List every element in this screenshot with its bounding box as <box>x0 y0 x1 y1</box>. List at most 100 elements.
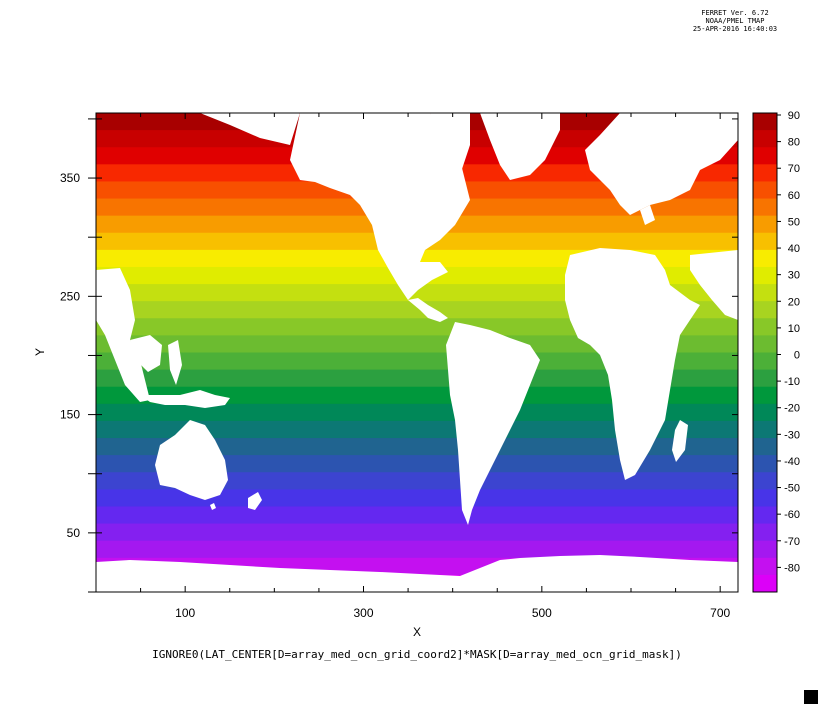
colorbar-frame <box>752 112 778 593</box>
colorbar-swatch <box>753 164 777 182</box>
colorbar-swatch <box>753 113 777 131</box>
latitude-band <box>96 403 738 422</box>
x-tick-label: 100 <box>175 606 195 620</box>
colorbar-swatch <box>753 249 777 268</box>
colorbar-swatch <box>753 284 777 302</box>
colorbar-label: -70 <box>784 536 800 548</box>
land-philippines <box>168 340 182 385</box>
colorbar-label: -80 <box>784 562 800 574</box>
colorbar-label: 40 <box>788 243 800 255</box>
ferret-timestamp: 25-APR-2016 16:40:03 <box>692 25 778 33</box>
ferret-version: FERRET Ver. 6.72 <box>701 9 769 17</box>
latitude-band <box>96 540 738 559</box>
colorbar-swatch <box>753 523 777 542</box>
land-hawaii <box>210 503 216 510</box>
land-africa <box>565 248 700 480</box>
colorbar-label: 80 <box>788 137 800 149</box>
colorbar-swatch <box>753 574 777 593</box>
colorbar-label: 20 <box>788 296 800 308</box>
land-south-america <box>446 322 540 525</box>
land-uk <box>640 205 655 225</box>
colorbar-swatch <box>753 557 777 576</box>
land-siberia-west <box>150 113 300 145</box>
land-arctic-islands <box>430 113 470 195</box>
latitude-band <box>96 386 738 405</box>
colorbar-label: 0 <box>794 350 800 362</box>
land-indonesia <box>140 390 230 408</box>
x-tick-label: 500 <box>532 606 552 620</box>
colorbar-swatch <box>753 506 777 525</box>
x-axis-label: X <box>413 625 421 639</box>
colorbar-swatch <box>753 540 777 559</box>
ferret-header: FERRET Ver. 6.72 NOAA/PMEL TMAP 25-APR-2… <box>670 9 800 33</box>
land-east-asia <box>96 268 150 402</box>
colorbar-swatch <box>753 215 777 234</box>
land-australia <box>155 420 228 500</box>
land-north-eurasia <box>585 113 738 215</box>
land-central-america <box>408 298 448 322</box>
colorbar-label: -60 <box>784 509 800 521</box>
latitude-band <box>96 506 738 525</box>
colorbar-label: -30 <box>784 429 800 441</box>
colorbar-swatch <box>753 386 777 405</box>
land-antarctica <box>96 555 738 592</box>
colorbar-label: 60 <box>788 190 800 202</box>
colorbar-label: -20 <box>784 403 800 415</box>
colorbar-swatch <box>753 438 777 456</box>
land-arabia <box>690 250 738 320</box>
x-axis: 100 300 500 700 <box>95 113 730 620</box>
colorbar-swatch <box>753 198 777 217</box>
x-tick-label: 300 <box>353 606 373 620</box>
y-axis: 50 150 250 350 <box>60 118 738 593</box>
latitude-band <box>96 438 738 456</box>
x-tick-label: 700 <box>710 606 730 620</box>
land-madagascar <box>672 420 688 462</box>
colorbar-label: -50 <box>784 483 800 495</box>
latitude-band <box>96 352 738 371</box>
colorbar-swatch <box>753 369 777 388</box>
latitude-band <box>96 369 738 388</box>
land-greenland <box>480 113 560 180</box>
colorbar-swatch <box>753 318 777 336</box>
plot-frame <box>95 112 739 593</box>
colorbar-label: 30 <box>788 270 800 282</box>
colorbar-swatch <box>753 301 777 319</box>
colorbar-swatch <box>753 335 777 353</box>
colorbar-label: 70 <box>788 163 800 175</box>
colorbar-label: 50 <box>788 216 800 228</box>
colorbar-swatch <box>753 489 777 507</box>
y-tick-label: 250 <box>60 289 80 303</box>
latitude-band <box>96 455 738 473</box>
colorbar-label: 90 <box>788 110 800 122</box>
y-tick-label: 350 <box>60 171 80 185</box>
colorbar-label: -40 <box>784 456 800 468</box>
colorbar-swatch <box>753 181 777 200</box>
colorbar-swatch <box>753 130 777 148</box>
corner-block <box>804 690 818 704</box>
y-tick-label: 150 <box>60 408 80 422</box>
colorbar-swatch <box>753 352 777 371</box>
land-mask <box>96 113 738 592</box>
land-borneo <box>130 335 162 372</box>
plot-title: IGNORE0(LAT_CENTER[D=array_med_ocn_grid_… <box>152 648 682 661</box>
land-north-america <box>290 113 470 300</box>
colorbar-swatch <box>753 266 777 285</box>
colorbar-swatch <box>753 472 777 490</box>
latitude-band <box>96 472 738 490</box>
y-axis-label: Y <box>33 348 47 356</box>
latitude-band <box>96 523 738 542</box>
latitude-band <box>96 335 738 354</box>
colorbar-swatch <box>753 147 777 165</box>
land-new-zealand <box>248 492 262 510</box>
latitude-band <box>96 420 738 439</box>
colorbar-label: 10 <box>788 323 800 335</box>
colorbar-swatch <box>753 232 777 251</box>
colorbar: 90 80 70 60 50 40 30 20 10 0 -10 -20 -30 -40 -50 -60 -70… <box>752 110 800 593</box>
y-tick-label: 50 <box>67 526 81 540</box>
colorbar-swatch <box>753 420 777 439</box>
ferret-org: NOAA/PMEL TMAP <box>705 17 765 25</box>
colorbar-label: -10 <box>784 376 800 388</box>
colorbar-swatch <box>753 403 777 422</box>
colorbar-swatch <box>753 455 777 473</box>
